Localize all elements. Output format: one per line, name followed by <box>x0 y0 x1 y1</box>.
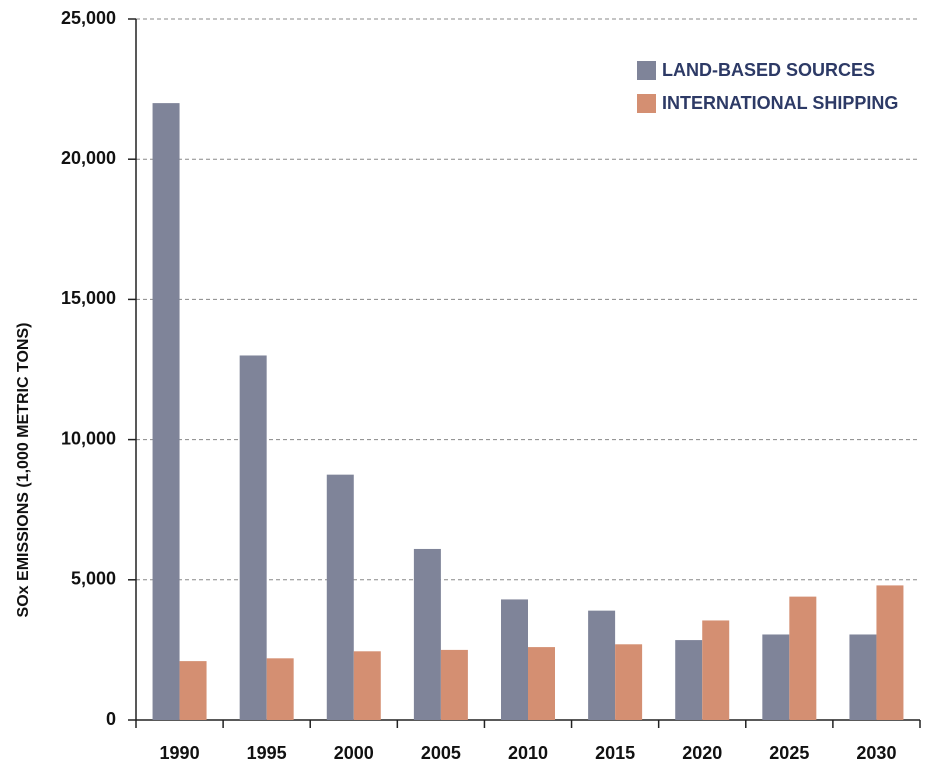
x-tick-label: 1990 <box>160 743 200 763</box>
bar <box>152 103 180 721</box>
bar <box>528 647 555 720</box>
bar <box>413 548 441 720</box>
bar <box>675 640 703 720</box>
bar <box>266 658 294 720</box>
legend-swatch <box>637 94 656 113</box>
bar <box>326 474 354 720</box>
y-tick-label: 10,000 <box>61 428 116 448</box>
legend-label: LAND-BASED SOURCES <box>662 60 875 80</box>
bar <box>239 355 267 720</box>
legend-label: INTERNATIONAL SHIPPING <box>662 93 898 113</box>
legend-swatch <box>637 61 656 80</box>
y-tick-label: 5,000 <box>71 569 116 589</box>
y-axis-label: SOx EMISSIONS (1,000 METRIC TONS) <box>15 323 32 618</box>
x-tick-label: 2030 <box>856 743 896 763</box>
x-tick-label: 2025 <box>769 743 809 763</box>
x-tick-label: 1995 <box>247 743 287 763</box>
y-tick-label: 25,000 <box>61 8 116 28</box>
y-tick-label: 0 <box>106 709 116 729</box>
bar <box>876 585 904 720</box>
bar <box>501 599 528 720</box>
x-tick-label: 2005 <box>421 743 461 763</box>
bar <box>615 644 643 720</box>
bar <box>702 620 730 720</box>
bar <box>762 634 790 720</box>
bar <box>440 649 468 720</box>
x-tick-label: 2015 <box>595 743 635 763</box>
x-tick-label: 2020 <box>682 743 722 763</box>
bar <box>849 634 877 720</box>
bar <box>179 661 207 720</box>
bar <box>789 596 817 720</box>
y-tick-label: 15,000 <box>61 288 116 308</box>
y-tick-label: 20,000 <box>61 148 116 168</box>
x-tick-label: 2010 <box>508 743 548 763</box>
x-tick-label: 2000 <box>334 743 374 763</box>
bar <box>353 651 381 720</box>
bar <box>588 610 616 720</box>
